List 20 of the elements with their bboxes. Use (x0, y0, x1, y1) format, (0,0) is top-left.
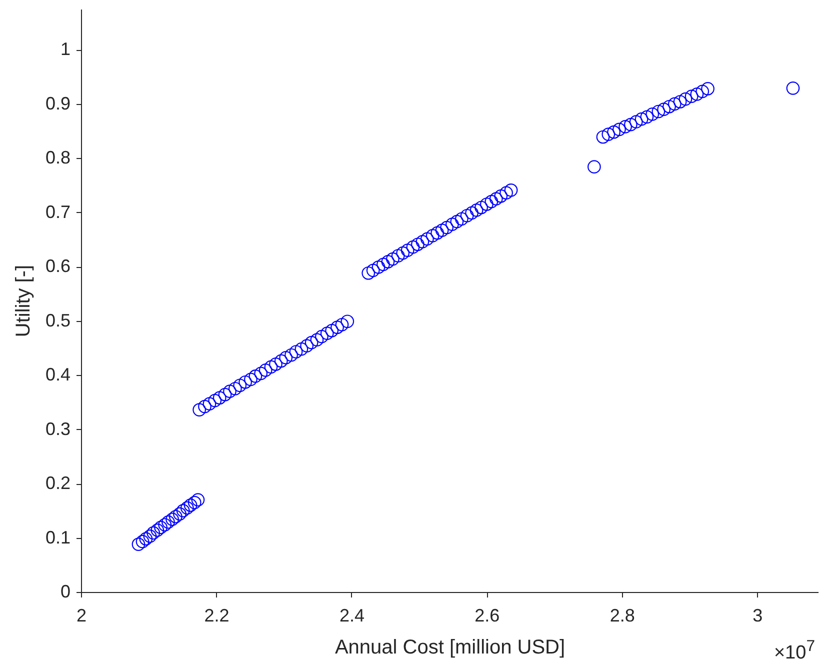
y-tick-label: 0.5 (45, 310, 70, 330)
y-tick-label: 0.1 (45, 527, 70, 548)
y-tick-label: 0.9 (45, 93, 70, 114)
y-axis-title: Utility [-] (12, 264, 34, 338)
x-tick-label: 3 (752, 606, 763, 626)
x-tick-label: 2.2 (204, 606, 230, 626)
y-tick-label: 0.7 (45, 202, 70, 222)
y-tick-label: 0.8 (45, 148, 70, 168)
y-tick-label: 0.2 (45, 473, 70, 494)
y-tick-label: 0.3 (45, 418, 70, 439)
y-tick-label: 0.6 (45, 256, 70, 276)
y-tick-label: 0.4 (45, 364, 70, 385)
x-axis-title: Annual Cost [million USD] (334, 636, 566, 658)
y-tick-label: 1 (60, 39, 70, 60)
x-tick-label: 2.4 (339, 606, 364, 626)
text: ×10$^{7}$ (774, 638, 815, 664)
y-tick-label: 0 (60, 582, 70, 602)
x-tick-label: 2 (76, 606, 87, 626)
x-tick-label: 2.8 (610, 606, 635, 626)
x-tick-label: 2.6 (474, 606, 500, 626)
